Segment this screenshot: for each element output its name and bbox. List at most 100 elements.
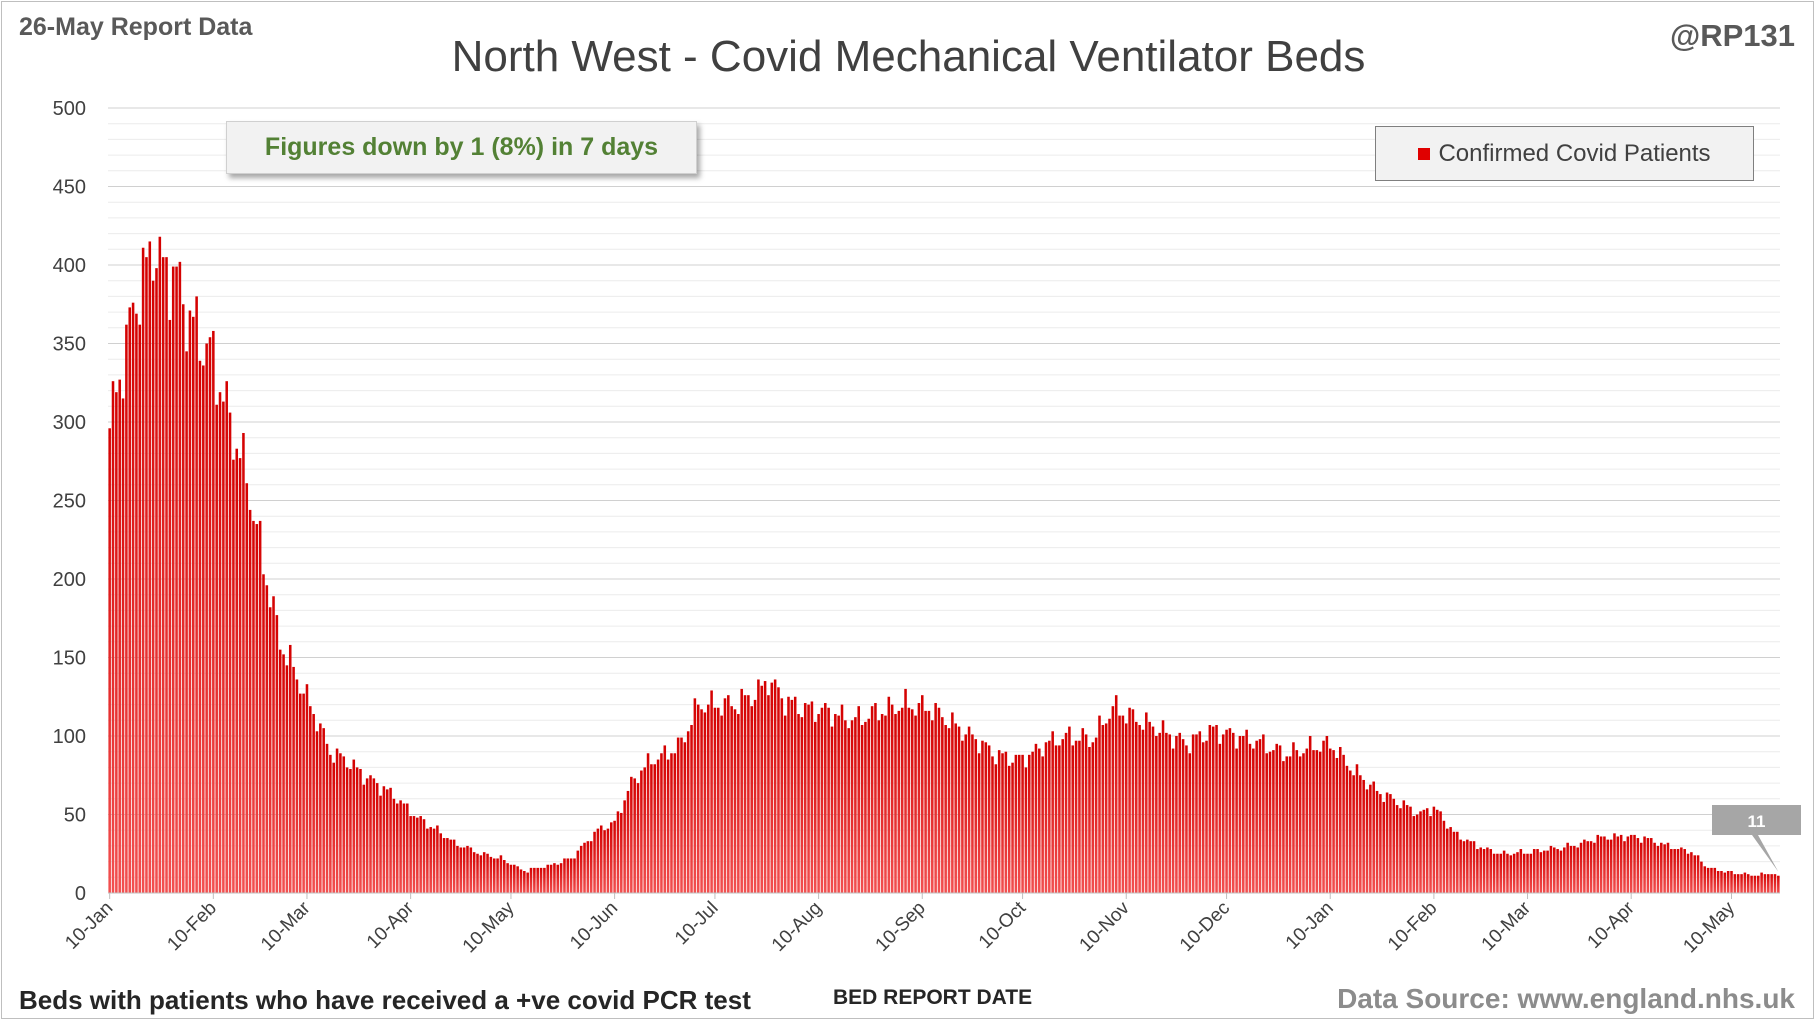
bar xyxy=(145,257,148,893)
bar xyxy=(1553,847,1556,893)
y-tick-label: 500 xyxy=(53,98,86,120)
x-tick-label: 10-Mar xyxy=(1478,897,1536,955)
bar xyxy=(1215,725,1218,893)
bar xyxy=(125,324,128,893)
bar xyxy=(1195,734,1198,893)
bar xyxy=(1750,875,1753,893)
bar xyxy=(867,718,871,893)
bar xyxy=(1419,811,1422,893)
bar xyxy=(1362,779,1365,893)
bar xyxy=(1141,729,1145,893)
bar xyxy=(372,778,376,893)
bar xyxy=(589,841,593,893)
bar xyxy=(1556,849,1559,893)
bar xyxy=(974,739,978,893)
bar xyxy=(299,693,302,893)
bar xyxy=(1703,866,1707,893)
bar xyxy=(178,261,182,893)
bar xyxy=(1262,734,1265,893)
bar xyxy=(1335,757,1339,893)
x-tick-label: 10-Apr xyxy=(1584,897,1640,953)
bar xyxy=(997,750,1001,893)
bar xyxy=(660,753,663,893)
bar xyxy=(486,853,489,893)
bar xyxy=(282,654,285,893)
bar xyxy=(1011,762,1014,893)
bar xyxy=(1188,753,1192,893)
footer-note: Beds with patients who have received a +… xyxy=(19,985,751,1015)
x-tick-label: 10-Oct xyxy=(975,897,1031,953)
bar xyxy=(215,404,218,893)
bar xyxy=(1245,729,1248,893)
bar xyxy=(506,863,509,893)
bar xyxy=(1238,736,1242,893)
bar xyxy=(268,607,272,893)
bar xyxy=(1639,842,1643,893)
bar xyxy=(1559,850,1563,893)
bar xyxy=(228,412,232,893)
bar xyxy=(1673,849,1676,893)
bar xyxy=(1462,841,1466,893)
bar xyxy=(472,852,476,893)
bar xyxy=(1613,833,1616,893)
bar xyxy=(452,839,456,893)
bar xyxy=(1104,723,1108,893)
bar xyxy=(1676,849,1680,893)
bar xyxy=(1108,718,1111,893)
bar xyxy=(1058,745,1061,893)
bar xyxy=(1278,745,1282,893)
bar xyxy=(1345,765,1349,893)
bar xyxy=(1730,871,1733,893)
bar xyxy=(777,687,780,893)
bar xyxy=(208,337,212,894)
bar xyxy=(1449,827,1452,893)
bar xyxy=(1586,841,1589,893)
x-tick-label: 10-Mar xyxy=(257,897,315,955)
bar xyxy=(1349,770,1352,893)
bar xyxy=(1308,736,1312,893)
bar xyxy=(783,715,787,893)
bar xyxy=(1666,842,1670,893)
bar xyxy=(723,698,727,893)
bar xyxy=(1135,721,1138,893)
bar xyxy=(362,784,366,893)
bar xyxy=(118,379,121,893)
bar xyxy=(1031,751,1034,893)
bar xyxy=(1041,756,1044,893)
bar xyxy=(1064,732,1068,893)
bar xyxy=(740,688,743,893)
bar xyxy=(1425,808,1429,893)
x-tick-label: 10-May xyxy=(459,897,519,957)
bar xyxy=(650,764,653,893)
bar xyxy=(680,737,683,893)
bar xyxy=(553,863,556,893)
bar xyxy=(653,764,657,893)
bar xyxy=(1690,852,1693,893)
bar xyxy=(710,690,713,893)
bar xyxy=(262,574,265,893)
bar xyxy=(1479,847,1482,893)
bar xyxy=(1124,723,1128,893)
bar xyxy=(359,768,362,893)
bar xyxy=(1355,764,1359,893)
bar xyxy=(1773,874,1777,893)
bar xyxy=(994,764,998,893)
bar xyxy=(1706,867,1710,893)
bar xyxy=(797,714,800,893)
bar xyxy=(1158,732,1161,893)
bar xyxy=(1128,707,1131,893)
bar xyxy=(1623,841,1626,893)
bar xyxy=(854,717,857,893)
bar xyxy=(1235,748,1238,893)
bar xyxy=(1459,839,1462,893)
bar xyxy=(258,520,262,893)
bar xyxy=(1181,739,1185,893)
bar xyxy=(1402,800,1406,893)
bar xyxy=(1509,855,1513,893)
bar xyxy=(195,296,198,893)
bar xyxy=(155,268,158,893)
bar xyxy=(1693,855,1696,893)
bar xyxy=(610,822,613,893)
bar xyxy=(1322,740,1325,893)
